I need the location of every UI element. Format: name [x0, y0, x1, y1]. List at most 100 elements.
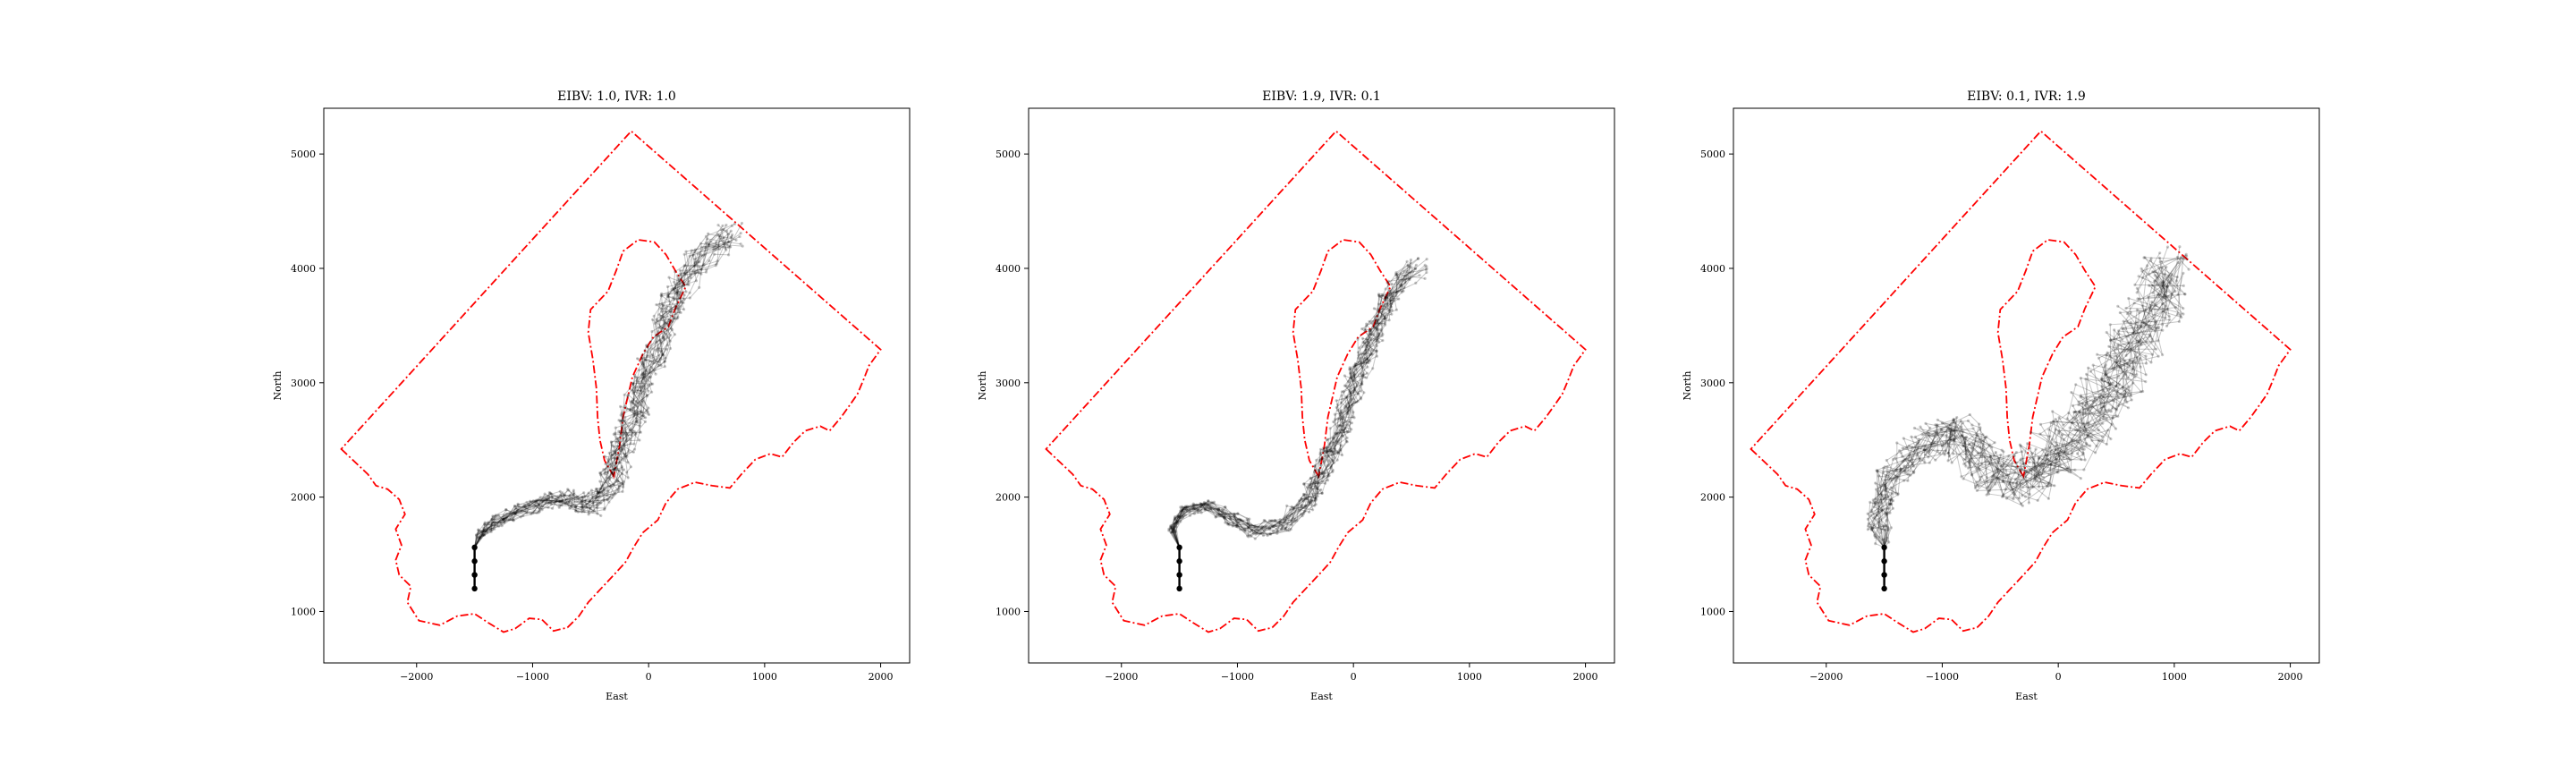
- trajectory-waypoint: [597, 501, 601, 505]
- trajectory-path: [1170, 259, 1411, 548]
- trajectory-waypoint: [2106, 395, 2110, 398]
- trajectory-waypoint: [640, 410, 643, 413]
- trajectory-waypoint: [1868, 500, 1872, 505]
- trajectory-waypoint: [1979, 439, 1982, 443]
- trajectory-waypoint: [1899, 451, 1902, 454]
- trajectory-waypoint: [1302, 492, 1306, 497]
- trajectory-waypoint: [1953, 429, 1957, 432]
- trajectory-waypoint: [1308, 500, 1311, 504]
- trajectory-waypoint: [1343, 420, 1347, 424]
- trajectory-waypoint: [2175, 312, 2180, 316]
- trajectory-waypoint: [1979, 475, 1982, 479]
- trajectory-waypoint: [642, 390, 646, 394]
- trajectory-waypoint: [635, 386, 639, 389]
- trajectory-waypoint: [2090, 435, 2094, 438]
- trajectory-waypoint: [2097, 410, 2100, 413]
- trajectory-waypoint: [1301, 499, 1306, 503]
- trajectory-waypoint: [1381, 333, 1385, 336]
- y-axis-label: North: [977, 370, 988, 400]
- trajectory-waypoint: [588, 510, 591, 514]
- trajectory-waypoint: [1349, 390, 1352, 394]
- trajectory-waypoint: [678, 279, 682, 283]
- trajectory-waypoint: [2014, 451, 2018, 454]
- trajectory-waypoint: [580, 500, 585, 504]
- trajectory-waypoint: [1979, 426, 1982, 429]
- trajectory-waypoint: [670, 287, 674, 292]
- trajectory-waypoint: [611, 493, 615, 497]
- trajectory-waypoint: [1293, 520, 1297, 523]
- trajectory-waypoint: [1309, 502, 1312, 505]
- trajectory-path: [474, 233, 741, 548]
- trajectory-waypoint: [1962, 436, 1967, 439]
- trajectory-waypoint: [1960, 475, 1963, 479]
- trajectory-waypoint: [1345, 429, 1349, 433]
- trajectory-waypoint: [496, 521, 499, 525]
- trajectory-waypoint: [595, 487, 598, 491]
- trajectory-waypoint: [1361, 341, 1365, 344]
- trajectory-waypoint: [2058, 453, 2062, 457]
- trajectory-waypoint: [1889, 526, 1893, 530]
- trajectory-waypoint: [1899, 467, 1902, 471]
- trajectory-waypoint: [2164, 316, 2167, 320]
- trajectory-waypoint: [2051, 410, 2055, 413]
- trajectory-waypoint: [1199, 505, 1203, 509]
- trajectory-waypoint: [1971, 427, 1975, 430]
- trajectory-waypoint: [1309, 486, 1312, 490]
- trajectory-waypoint: [1894, 491, 1897, 495]
- trajectory-waypoint: [1171, 531, 1174, 534]
- trajectory-waypoint: [2176, 255, 2180, 259]
- trajectory-waypoint: [2004, 469, 2008, 472]
- trajectory-waypoint: [2162, 281, 2165, 285]
- trajectory-waypoint: [1996, 470, 2000, 474]
- trajectory-waypoint: [1233, 516, 1237, 520]
- trajectory-waypoint: [2046, 463, 2050, 467]
- trajectory-path: [1172, 275, 1420, 548]
- trajectory-waypoint: [714, 241, 718, 244]
- trajectory-waypoint: [1905, 446, 1909, 450]
- trajectory-waypoint: [620, 426, 624, 429]
- trajectory-waypoint: [621, 429, 624, 433]
- trajectory-waypoint: [2109, 383, 2113, 386]
- trajectory-waypoint: [1999, 454, 2003, 457]
- trajectory-waypoint: [688, 291, 691, 294]
- trajectory-waypoint: [1389, 295, 1393, 299]
- trajectory-waypoint: [2165, 324, 2169, 327]
- trajectory-waypoint: [660, 327, 664, 330]
- trajectory-waypoint: [1348, 389, 1352, 393]
- trajectory-waypoint: [2012, 488, 2015, 491]
- trajectory-waypoint: [1871, 516, 1875, 520]
- trajectory-waypoint: [1336, 409, 1340, 412]
- trajectory-waypoint: [2185, 258, 2189, 261]
- trajectory-waypoint: [606, 490, 610, 494]
- trajectory-waypoint: [482, 530, 486, 533]
- trajectory-waypoint: [2102, 389, 2106, 393]
- trajectory-waypoint: [2138, 310, 2141, 314]
- trajectory-waypoint: [606, 471, 610, 474]
- trajectory-waypoint: [643, 349, 647, 353]
- trajectory-waypoint: [1335, 403, 1340, 406]
- trajectory-waypoint: [1264, 524, 1267, 528]
- trajectory-waypoint: [1316, 480, 1319, 484]
- trajectory-waypoint: [1377, 309, 1381, 312]
- trajectory-waypoint: [699, 272, 703, 276]
- trajectory-waypoint: [642, 362, 646, 366]
- trajectory-waypoint: [679, 304, 682, 309]
- trajectory-waypoint: [1980, 448, 1984, 452]
- trajectory-waypoint: [2129, 395, 2133, 398]
- trajectory-waypoint: [2153, 279, 2157, 283]
- trajectory-waypoint: [617, 487, 621, 490]
- trajectory-waypoint: [1377, 334, 1381, 338]
- trajectory-waypoint: [2051, 420, 2055, 423]
- trajectory-waypoint: [685, 283, 689, 286]
- trajectory-waypoint: [617, 419, 621, 422]
- trajectory-waypoint: [1248, 517, 1251, 521]
- trajectory-waypoint: [525, 511, 529, 515]
- trajectory-waypoint: [1947, 427, 1951, 430]
- trajectory-waypoint: [1255, 531, 1258, 535]
- trajectory-waypoint: [642, 414, 646, 418]
- trajectory-waypoint: [1390, 302, 1394, 306]
- trajectory-waypoint: [481, 529, 485, 532]
- trajectory-waypoint: [1326, 474, 1330, 478]
- trajectory-waypoint: [698, 285, 701, 289]
- trajectory-waypoint: [1202, 500, 1207, 505]
